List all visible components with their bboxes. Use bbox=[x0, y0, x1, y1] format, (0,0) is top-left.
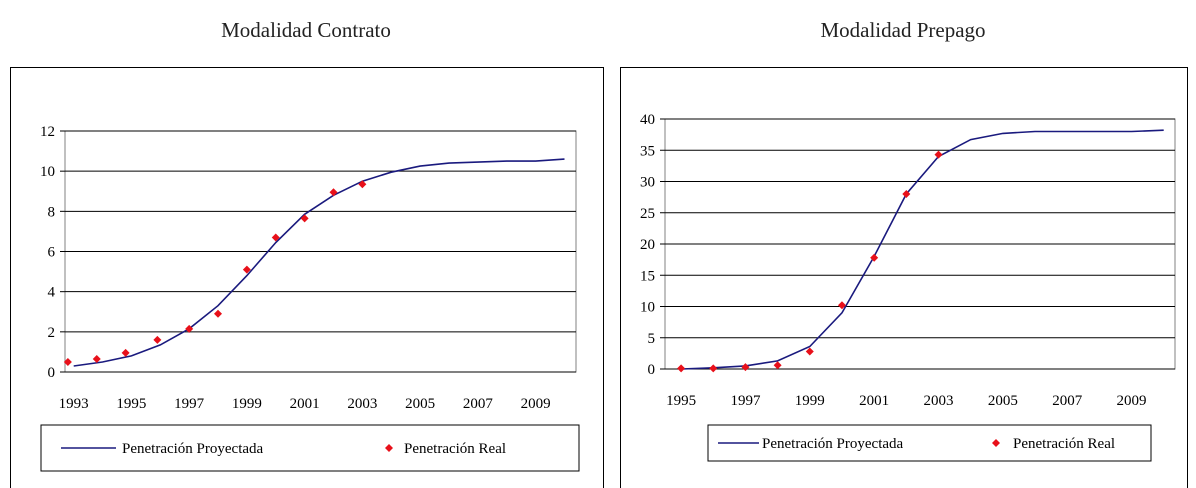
y-tick-label: 20 bbox=[640, 237, 655, 253]
data-point-penetracion-real bbox=[153, 335, 162, 344]
legend-label-proyectada: Penetración Proyectada bbox=[762, 436, 904, 452]
data-point-penetracion-real bbox=[185, 324, 194, 333]
x-tick-label: 2005 bbox=[988, 393, 1018, 409]
x-tick-label: 2001 bbox=[290, 396, 320, 412]
data-point-penetracion-real bbox=[271, 233, 280, 242]
legend-swatch-marker bbox=[992, 439, 1000, 447]
y-tick-label: 2 bbox=[48, 325, 56, 341]
data-point-penetracion-real bbox=[805, 347, 814, 356]
data-point-penetracion-real bbox=[677, 364, 686, 373]
legend-box-prepago bbox=[707, 424, 1152, 462]
data-point-penetracion-real bbox=[242, 265, 251, 274]
y-tick-label: 40 bbox=[640, 112, 655, 128]
y-tick-label: 15 bbox=[640, 268, 655, 284]
y-tick-label: 35 bbox=[640, 143, 655, 159]
legend-swatch-marker bbox=[385, 444, 393, 452]
y-tick-label: 6 bbox=[48, 245, 56, 261]
x-tick-label: 1997 bbox=[730, 393, 761, 409]
x-tick-label: 1993 bbox=[59, 396, 89, 412]
y-tick-label: 0 bbox=[48, 365, 56, 381]
y-tick-label: 30 bbox=[640, 175, 655, 191]
y-tick-label: 4 bbox=[48, 285, 56, 301]
legend-label-real: Penetración Real bbox=[1013, 436, 1115, 452]
data-point-penetracion-real bbox=[329, 188, 338, 197]
y-tick-label: 25 bbox=[640, 206, 655, 222]
x-tick-label: 2005 bbox=[405, 396, 435, 412]
y-tick-label: 8 bbox=[48, 204, 56, 220]
chart-svg-contrato: 0 2 4 6 8 10 12 1993 1995 1997 1999 2001 2003 2005 200… bbox=[40, 124, 580, 472]
x-tick-label: 1995 bbox=[116, 396, 146, 412]
data-point-penetracion-real bbox=[902, 190, 911, 198]
x-tick-label: 1997 bbox=[174, 396, 205, 412]
x-tick-label: 1999 bbox=[795, 393, 825, 409]
chart-title-prepago: Modalidad Prepago bbox=[820, 18, 986, 42]
x-tick-label: 2007 bbox=[1052, 393, 1083, 409]
data-point-penetracion-real bbox=[63, 357, 72, 366]
data-point-penetracion-real bbox=[214, 309, 223, 318]
data-point-penetracion-real bbox=[773, 361, 782, 370]
legend-label-proyectada: Penetración Proyectada bbox=[122, 441, 264, 457]
x-tick-label: 2003 bbox=[924, 393, 954, 409]
y-tick-label: 10 bbox=[40, 164, 55, 180]
data-point-penetracion-real bbox=[934, 150, 943, 159]
series-line-penetracion-proyectada bbox=[681, 129, 1164, 370]
data-point-penetracion-real bbox=[358, 180, 367, 189]
data-point-penetracion-real bbox=[741, 363, 750, 372]
y-tick-label: 5 bbox=[648, 331, 656, 347]
legend-label-real: Penetración Real bbox=[404, 441, 506, 457]
chart-svg-prepago: 0 5 10 15 20 25 30 35 40 1995 1997 1999 2001 2003 2005… bbox=[640, 112, 1176, 462]
x-tick-label: 1999 bbox=[232, 396, 262, 412]
chart-frame-prepago: 0 5 10 15 20 25 30 35 40 1995 1997 1999 2001 2003 2005… bbox=[620, 67, 1188, 488]
x-tick-label: 2009 bbox=[521, 396, 551, 412]
x-tick-label: 2003 bbox=[347, 396, 377, 412]
data-point-penetracion-real bbox=[92, 354, 101, 363]
x-tick-label: 2007 bbox=[463, 396, 494, 412]
data-point-penetracion-real bbox=[121, 348, 130, 357]
data-point-penetracion-real bbox=[300, 214, 309, 223]
series-line-penetracion-proyectada bbox=[73, 158, 565, 367]
data-point-penetracion-real bbox=[709, 364, 718, 373]
x-tick-label: 1995 bbox=[666, 393, 696, 409]
y-tick-label: 0 bbox=[648, 362, 656, 378]
chart-title-contrato: Modalidad Contrato bbox=[221, 18, 391, 42]
data-point-penetracion-real bbox=[870, 253, 879, 262]
x-tick-label: 2001 bbox=[859, 393, 889, 409]
y-tick-label: 12 bbox=[40, 124, 55, 140]
y-tick-label: 10 bbox=[640, 300, 655, 316]
legend-box-contrato bbox=[40, 424, 580, 472]
x-tick-label: 2009 bbox=[1117, 393, 1147, 409]
chart-frame-contrato: 0 2 4 6 8 10 12 1993 1995 1997 1999 2001 2003 2005 200… bbox=[10, 67, 604, 488]
data-point-penetracion-real bbox=[837, 301, 846, 310]
